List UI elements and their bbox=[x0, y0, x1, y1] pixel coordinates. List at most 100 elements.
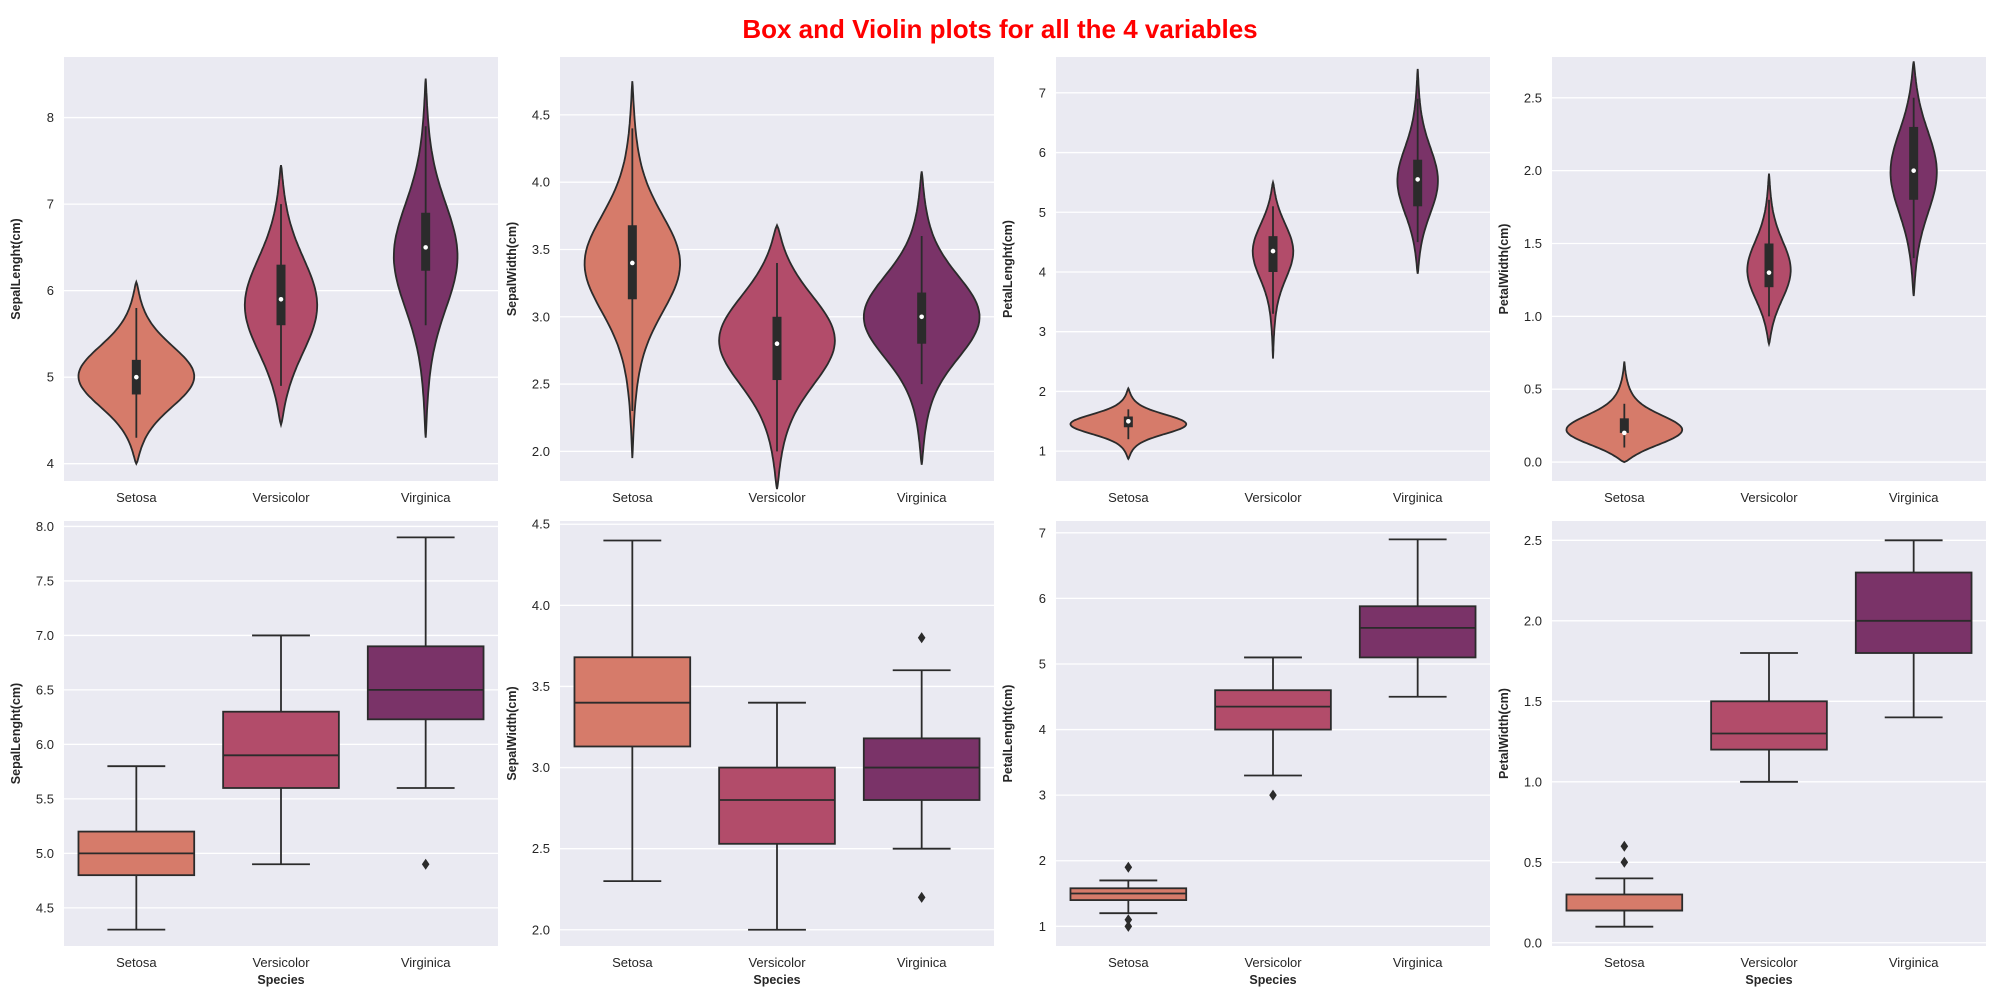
y-tick-label: 2.0 bbox=[1524, 613, 1542, 628]
x-axis-label: Species bbox=[257, 973, 304, 987]
violin-median-dot bbox=[134, 374, 139, 380]
x-tick-label-setosa: Setosa bbox=[612, 955, 653, 970]
y-tick-label: 4.0 bbox=[532, 598, 550, 613]
x-tick-label-versicolor: Versicolor bbox=[252, 955, 310, 970]
figure-title: Box and Violin plots for all the 4 varia… bbox=[742, 14, 1258, 44]
panel-violin-SepalWidth(cm): 2.0 2.5 3.0 3.5 4.0 4.5 Setosa Versicolor Virgin… bbox=[505, 57, 994, 505]
x-tick-label-versicolor: Versicolor bbox=[1244, 490, 1302, 505]
y-axis-label: SepalWidth(cm) bbox=[505, 686, 519, 780]
x-tick-label-setosa: Setosa bbox=[116, 955, 157, 970]
outlier-marker bbox=[1269, 789, 1277, 801]
y-tick-label: 3 bbox=[1039, 788, 1046, 803]
box-setosa bbox=[1565, 893, 1684, 912]
box-versicolor bbox=[222, 710, 340, 789]
y-tick-label: 5.0 bbox=[36, 846, 54, 861]
x-tick-label-setosa: Setosa bbox=[612, 490, 653, 505]
panel-box-SepalWidth(cm): 2.0 2.5 3.0 3.5 4.0 4.5 Setosa Versicolor Virgin… bbox=[505, 517, 994, 987]
y-tick-label: 4.5 bbox=[36, 900, 54, 915]
x-tick-label-virginica: Virginica bbox=[401, 955, 451, 970]
y-axis-label: PetalLenght(cm) bbox=[1001, 685, 1015, 783]
box-virginica bbox=[1854, 571, 1973, 654]
panel-box-PetalWidth(cm): 0.0 0.5 1.0 1.5 2.0 2.5 Setosa Versicolor Virgin… bbox=[1497, 521, 1986, 987]
y-tick-label: 5 bbox=[47, 370, 54, 385]
y-axis-label: SepalLenght(cm) bbox=[9, 218, 23, 319]
y-tick-label: 4.0 bbox=[532, 175, 550, 190]
violin-median-dot bbox=[1766, 270, 1772, 275]
x-tick-label-versicolor: Versicolor bbox=[748, 490, 806, 505]
y-tick-label: 5.5 bbox=[36, 791, 54, 806]
outlier-marker bbox=[1124, 914, 1133, 926]
y-tick-label: 2 bbox=[1039, 384, 1046, 399]
x-tick-label-virginica: Virginica bbox=[1393, 490, 1443, 505]
box-versicolor bbox=[718, 766, 836, 845]
y-axis-label: PetalWidth(cm) bbox=[1497, 224, 1511, 315]
y-axis-label: SepalWidth(cm) bbox=[505, 222, 519, 316]
violin-median-dot bbox=[423, 245, 428, 250]
y-tick-label: 7.5 bbox=[36, 573, 54, 588]
violin-iqr-bar bbox=[772, 316, 782, 381]
violin-iqr-bar bbox=[1764, 243, 1774, 288]
y-tick-label: 8.0 bbox=[36, 519, 54, 534]
panel-violin-SepalLenght(cm): 4 5 6 7 8 Setosa Versicolor Virginica SepalLengh… bbox=[9, 57, 498, 505]
y-tick-label: 1 bbox=[1039, 919, 1046, 934]
x-axis-label: Species bbox=[1249, 973, 1296, 987]
violin-median-dot bbox=[1415, 177, 1420, 182]
violin-median-dot bbox=[1270, 248, 1276, 254]
outlier-marker bbox=[1124, 861, 1133, 873]
y-tick-label: 4.5 bbox=[532, 107, 550, 122]
x-axis-label: Species bbox=[1745, 973, 1792, 987]
panel-box-SepalLenght(cm): 4.5 5.0 5.5 6.0 6.5 7.0 7.5 8.0 Setosa Versicolor… bbox=[9, 519, 498, 987]
x-axis-label: Species bbox=[753, 973, 800, 987]
y-tick-label: 1.5 bbox=[1524, 236, 1542, 251]
x-tick-label-versicolor: Versicolor bbox=[1740, 490, 1798, 505]
y-tick-label: 2 bbox=[1039, 853, 1046, 868]
violin-median-dot bbox=[630, 260, 635, 266]
y-tick-label: 4 bbox=[1039, 264, 1046, 279]
y-tick-label: 2.0 bbox=[532, 922, 550, 937]
box-virginica bbox=[1358, 605, 1477, 659]
outlier-marker bbox=[421, 858, 430, 870]
y-tick-label: 2.5 bbox=[1524, 533, 1542, 548]
x-tick-label-versicolor: Versicolor bbox=[1244, 955, 1302, 970]
y-tick-label: 3.5 bbox=[532, 679, 550, 694]
y-tick-label: 2.5 bbox=[532, 377, 550, 392]
outlier-marker bbox=[1124, 920, 1133, 932]
x-tick-label-setosa: Setosa bbox=[1108, 490, 1149, 505]
y-tick-label: 7 bbox=[1039, 525, 1046, 540]
y-tick-label: 1.5 bbox=[1524, 694, 1542, 709]
outlier-marker bbox=[917, 891, 926, 903]
x-tick-label-virginica: Virginica bbox=[401, 490, 451, 505]
y-tick-label: 0.0 bbox=[1524, 935, 1542, 950]
y-tick-label: 5 bbox=[1039, 656, 1046, 671]
violin-median-dot bbox=[1622, 430, 1627, 436]
y-tick-label: 3.5 bbox=[532, 242, 550, 257]
x-tick-label-setosa: Setosa bbox=[1604, 955, 1645, 970]
violin-median-dot bbox=[1126, 418, 1131, 424]
y-axis-label: PetalLenght(cm) bbox=[1001, 220, 1015, 318]
y-tick-label: 7.0 bbox=[36, 628, 54, 643]
y-tick-label: 0.0 bbox=[1524, 455, 1542, 470]
outlier-marker bbox=[917, 632, 926, 644]
x-tick-label-versicolor: Versicolor bbox=[1740, 955, 1798, 970]
box-versicolor bbox=[1710, 700, 1828, 751]
y-tick-label: 4.5 bbox=[532, 517, 550, 532]
outlier-marker bbox=[1620, 840, 1629, 852]
y-tick-label: 3.0 bbox=[532, 309, 550, 324]
panel-box-PetalLenght(cm): 1 2 3 4 5 6 7 Setosa Versicolor Virginica PetalLen… bbox=[1001, 521, 1490, 987]
x-tick-label-versicolor: Versicolor bbox=[252, 490, 310, 505]
box-virginica bbox=[862, 737, 981, 801]
y-tick-label: 3 bbox=[1039, 324, 1046, 339]
y-tick-label: 1.0 bbox=[1524, 774, 1542, 789]
violin-median-dot bbox=[1911, 168, 1916, 173]
y-tick-label: 6 bbox=[1039, 591, 1046, 606]
outlier-marker bbox=[1620, 856, 1629, 868]
violin-iqr-bar bbox=[1413, 159, 1423, 207]
y-axis-label: SepalLenght(cm) bbox=[9, 683, 23, 784]
y-tick-label: 6 bbox=[47, 283, 54, 298]
box-versicolor bbox=[1214, 689, 1332, 731]
violin-median-dot bbox=[774, 341, 780, 347]
x-tick-label-virginica: Virginica bbox=[1889, 955, 1939, 970]
box-virginica bbox=[366, 645, 485, 721]
x-tick-label-virginica: Virginica bbox=[1889, 490, 1939, 505]
x-tick-label-setosa: Setosa bbox=[1108, 955, 1149, 970]
